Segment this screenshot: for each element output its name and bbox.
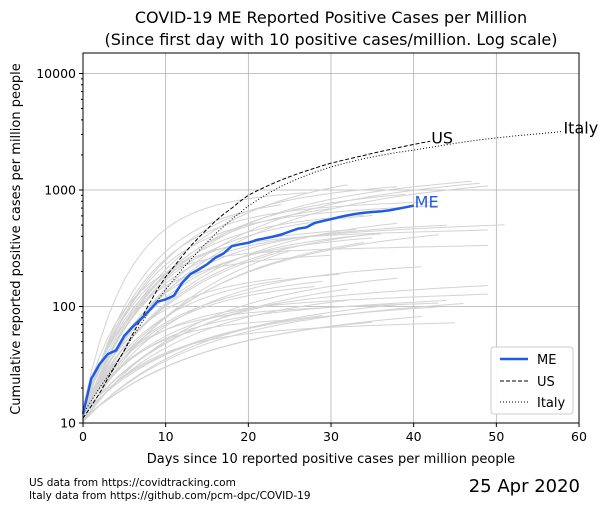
other-state-line (82, 299, 447, 414)
chart-title-line1: COVID-19 ME Reported Positive Cases per … (135, 8, 527, 27)
other-state-line (82, 288, 348, 414)
other-state-line (82, 204, 282, 421)
annotation-italy: Italy (563, 118, 598, 137)
x-tick-label: 20 (240, 429, 256, 444)
legend-box (490, 346, 574, 415)
footnote-us-source: US data from https://covidtracking.com (29, 477, 236, 489)
y-axis-label: Cumulative reported positive cases per m… (9, 63, 24, 415)
other-states-lines (82, 180, 505, 423)
other-state-line (82, 208, 332, 419)
x-tick-label: 30 (323, 429, 339, 444)
chart: COVID-19 ME Reported Positive Cases per … (9, 8, 599, 467)
series-line-me (81, 204, 414, 415)
other-state-line (82, 254, 332, 410)
other-state-line (82, 251, 282, 408)
chart-title-line2: (Since first day with 10 positive cases/… (104, 30, 557, 49)
y-tick-label: 1000 (44, 183, 76, 198)
other-state-line (82, 184, 348, 409)
legend-label-italy: Italy (537, 396, 566, 411)
other-state-line (82, 192, 307, 408)
other-state-line (82, 319, 290, 422)
legend-label-us: US (537, 375, 555, 390)
other-state-line (82, 293, 489, 413)
other-state-line (82, 201, 439, 417)
x-tick-label: 40 (406, 429, 422, 444)
annotation-me: ME (415, 193, 439, 212)
other-state-line (82, 234, 439, 408)
other-state-line (82, 303, 464, 422)
legend: ME US Italy (490, 346, 574, 415)
other-state-line (82, 302, 439, 408)
other-state-line (82, 315, 323, 411)
series-line-italy (82, 131, 563, 415)
x-tick-label: 50 (488, 429, 504, 444)
main-series (81, 131, 563, 419)
other-state-line (82, 280, 323, 407)
y-tick-label: 100 (52, 299, 76, 314)
other-state-line (82, 277, 398, 423)
legend-label-me: ME (537, 353, 556, 368)
x-tick-label: 0 (79, 429, 87, 444)
x-axis-label: Days since 10 reported positive cases pe… (147, 452, 515, 467)
other-state-line (82, 244, 489, 408)
x-tick-label: 10 (158, 429, 174, 444)
other-state-line (82, 250, 290, 421)
other-state-line (82, 266, 422, 421)
footnote-italy-source: Italy data from https://github.com/pcm-d… (29, 490, 311, 502)
y-axis-ticks: 10 100 1000 10000 (36, 66, 83, 431)
other-state-line (82, 304, 398, 423)
x-axis-ticks: 0 10 20 30 40 50 60 (79, 423, 587, 444)
other-state-line (82, 322, 456, 422)
other-state-line (82, 193, 406, 420)
other-state-line (82, 229, 356, 408)
other-state-line (82, 285, 489, 408)
y-tick-label: 10000 (36, 66, 76, 81)
y-tick-label: 10 (60, 416, 76, 431)
x-tick-label: 60 (571, 429, 587, 444)
other-state-line (82, 273, 340, 416)
series-annotations: Italy US ME (415, 118, 599, 211)
other-state-line (82, 233, 381, 413)
other-state-line (82, 315, 422, 420)
annotation-us: US (431, 128, 453, 147)
other-state-line (82, 229, 489, 414)
date-label: 25 Apr 2020 (468, 476, 580, 497)
